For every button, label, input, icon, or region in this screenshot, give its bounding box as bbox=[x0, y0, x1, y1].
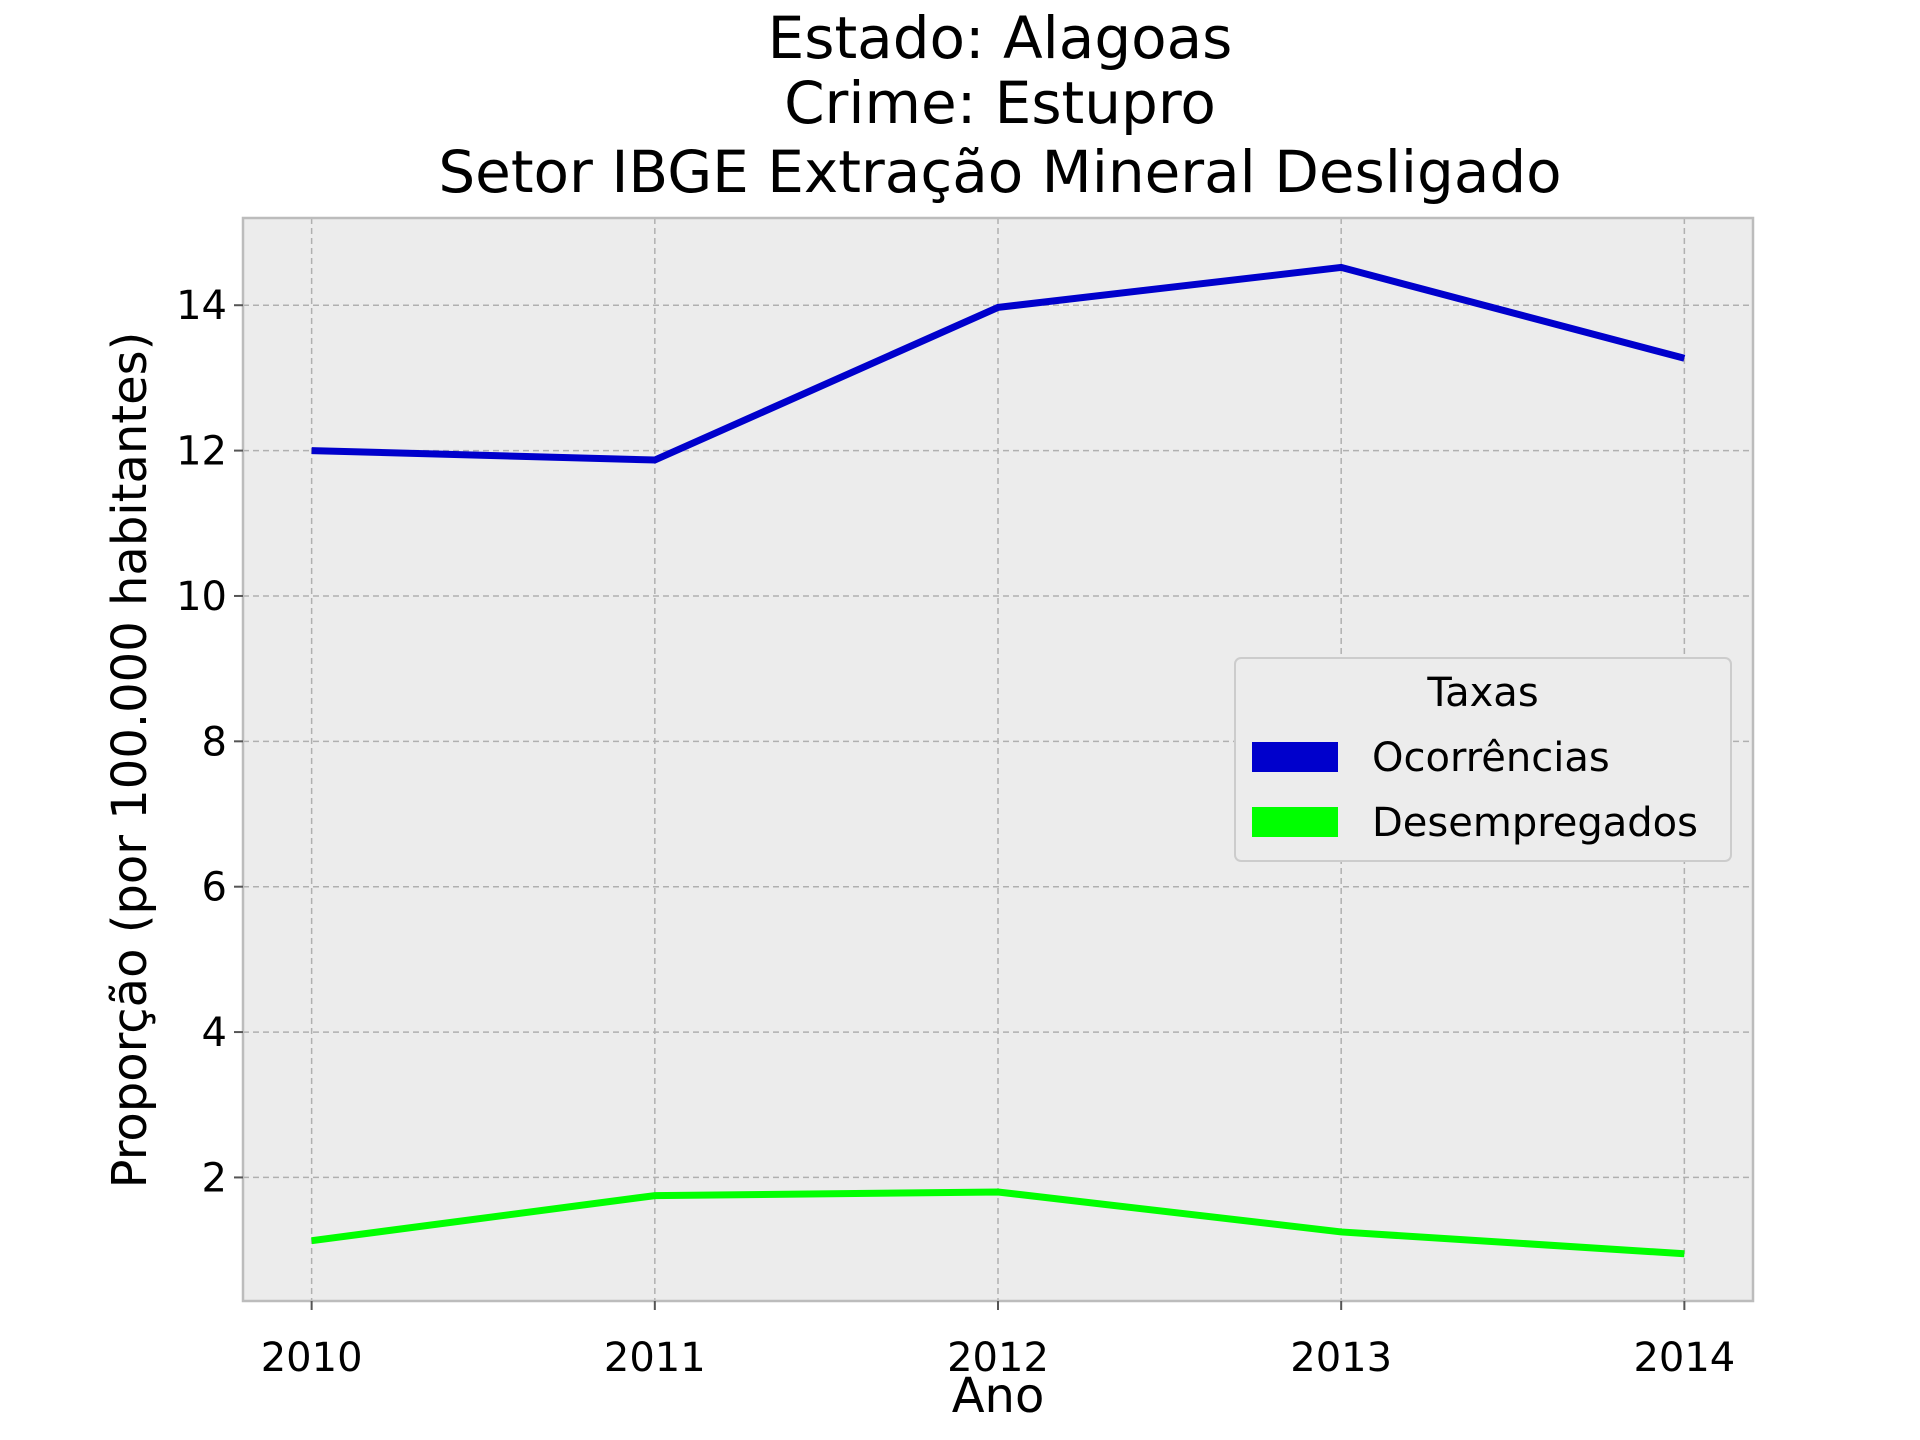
y-tick-label: 8 bbox=[202, 719, 227, 765]
x-axis-label: Ano bbox=[952, 1368, 1045, 1424]
y-tick-label: 12 bbox=[176, 429, 227, 475]
x-tick-label: 2013 bbox=[1290, 1335, 1392, 1381]
y-axis-label: Proporção (por 100.000 habitantes) bbox=[102, 332, 158, 1189]
x-axis-ticks: 2010 2011 2012 2013 2014 bbox=[261, 1301, 1735, 1381]
x-tick-label: 2014 bbox=[1633, 1335, 1735, 1381]
legend-title: Taxas bbox=[1426, 670, 1538, 716]
y-tick-label: 2 bbox=[202, 1155, 227, 1201]
legend-label-desempregados: Desempregados bbox=[1372, 800, 1698, 846]
x-tick-label: 2011 bbox=[604, 1335, 706, 1381]
y-tick-label: 4 bbox=[202, 1010, 227, 1056]
legend-label-ocorrencias: Ocorrências bbox=[1372, 735, 1610, 781]
chart-title-line-1: Estado: Alagoas bbox=[768, 4, 1233, 72]
legend-swatch-ocorrencias bbox=[1252, 742, 1338, 772]
chart-title: Estado: Alagoas Crime: Estupro Setor IBG… bbox=[438, 4, 1561, 206]
x-tick-label: 2012 bbox=[947, 1335, 1049, 1381]
y-axis-ticks: 2 4 6 8 10 12 14 bbox=[176, 283, 243, 1201]
y-tick-label: 10 bbox=[176, 574, 227, 620]
x-tick-label: 2010 bbox=[261, 1335, 363, 1381]
chart-title-line-2: Crime: Estupro bbox=[784, 69, 1216, 137]
legend-swatch-desempregados bbox=[1252, 807, 1338, 837]
series-lines bbox=[311, 263, 1686, 1258]
y-tick-label: 14 bbox=[176, 283, 227, 329]
y-tick-label: 6 bbox=[202, 865, 227, 911]
legend-box bbox=[1234, 657, 1732, 862]
legend: Taxas Ocorrências Desempregados bbox=[1234, 657, 1732, 862]
chart-title-line-3: Setor IBGE Extração Mineral Desligado bbox=[438, 138, 1561, 206]
